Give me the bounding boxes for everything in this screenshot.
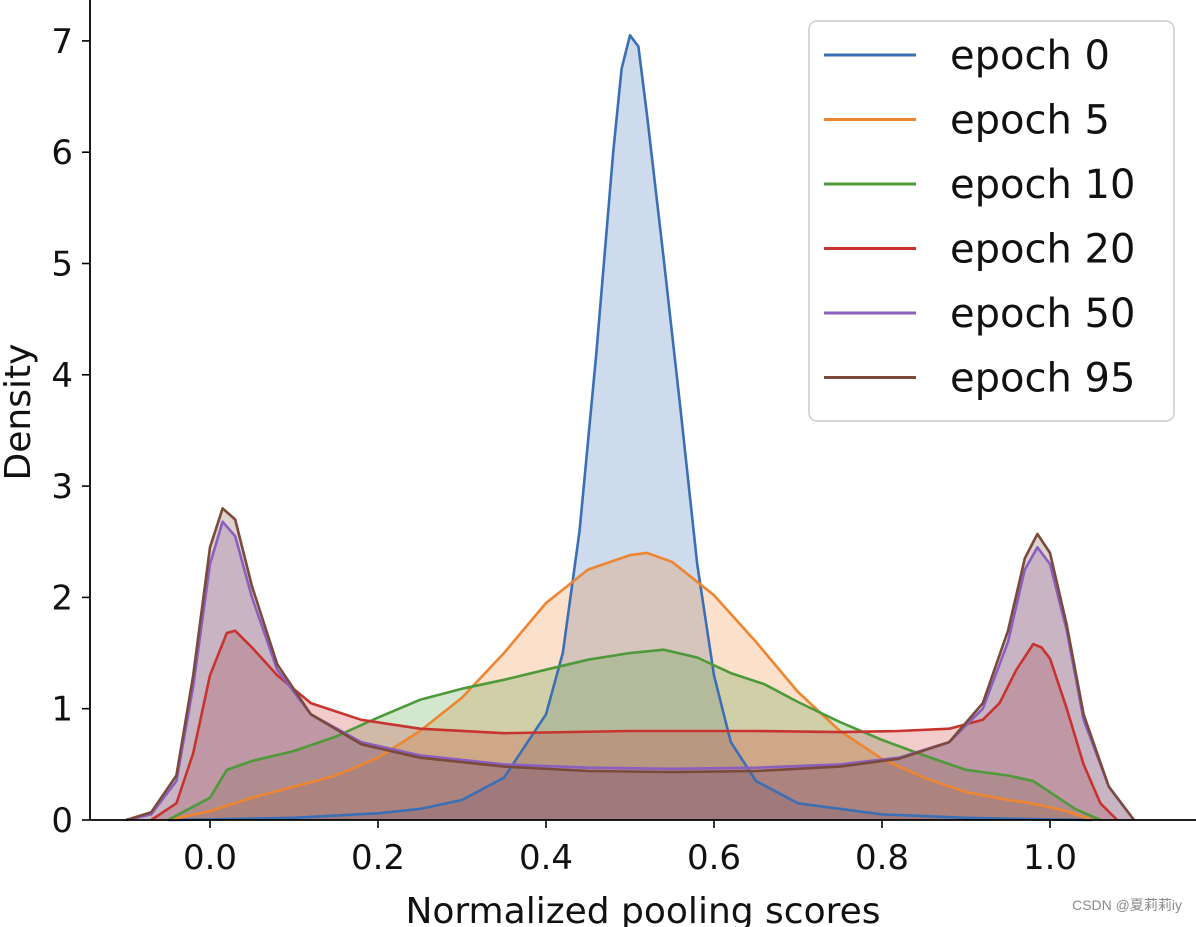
y-tick-label: 4 [51,356,73,396]
area-epoch-0 [168,35,1092,821]
line-epoch-10 [167,648,1101,822]
line-epoch-0 [167,34,1093,822]
legend-label: epoch 50 [950,291,1135,337]
y-ticks: 0 1 2 3 4 5 6 7 [51,22,90,841]
legend-label: epoch 20 [950,227,1135,273]
y-tick-label: 7 [51,22,73,62]
x-ticks: 0.0 0.2 0.4 0.6 0.8 1.0 [183,820,1077,878]
line-epoch-5 [167,551,1093,822]
area-epoch-10 [168,649,1101,820]
x-tick-label: 0.2 [351,838,405,878]
legend-label: epoch 95 [950,356,1135,402]
y-tick-label: 1 [51,690,73,730]
x-axis-label: Normalized pooling scores [405,891,880,927]
y-tick-label: 0 [51,801,73,841]
x-tick-label: 0.0 [183,838,237,878]
axes [89,0,1196,821]
y-tick-label: 3 [51,467,73,507]
line-epoch-95 [125,507,1136,822]
watermark: CSDN @夏莉莉iy [1072,897,1182,913]
density-lines [125,34,1136,822]
line-epoch-20 [150,629,1119,822]
area-epoch-20 [151,630,1118,820]
line-epoch-50 [125,520,1136,822]
y-tick-label: 2 [51,578,73,618]
area-epoch-50 [126,521,1134,820]
x-tick-label: 0.6 [687,838,741,878]
legend-label: epoch 0 [950,33,1110,79]
legend-label: epoch 5 [950,98,1110,144]
y-tick-label: 5 [51,245,73,285]
y-tick-label: 6 [51,133,73,173]
area-epoch-95 [126,508,1134,820]
x-tick-label: 0.4 [519,838,573,878]
x-tick-label: 0.8 [855,838,909,878]
legend-label: epoch 10 [950,162,1135,208]
y-axis-label: Density [0,344,39,481]
legend: epoch 0 epoch 5 epoch 10 epoch 20 epoch 50 ep… [808,20,1175,422]
x-tick-label: 1.0 [1023,838,1077,878]
